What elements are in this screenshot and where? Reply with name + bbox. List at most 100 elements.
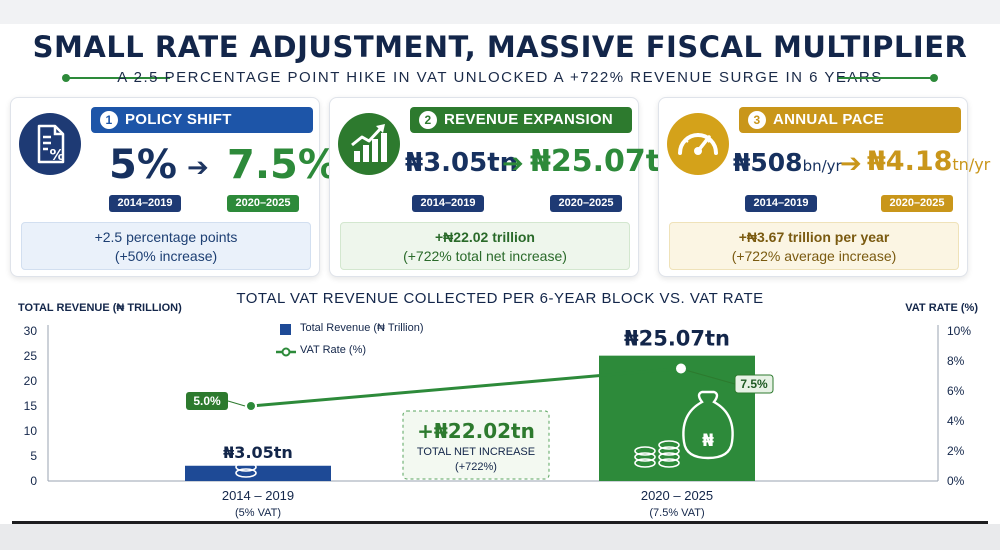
page-subtitle: A 2.5 PERCENTAGE POINT HIKE IN VAT UNLOC…	[117, 69, 883, 86]
right-arrow-icon: ➔	[187, 152, 209, 182]
panel-title: POLICY SHIFT	[125, 111, 232, 128]
left-tick-label: 20	[24, 374, 38, 388]
legend-rate-marker	[281, 347, 291, 357]
right-tick-label: 2%	[947, 444, 965, 458]
x-category-note: (5% VAT)	[235, 507, 281, 519]
legend-revenue-label: Total Revenue (₦ Trillion)	[300, 322, 424, 334]
rate-label: 7.5%	[740, 377, 768, 391]
panel-title: REVENUE EXPANSION	[444, 111, 614, 128]
to-value: ₦4.18tn/yr	[867, 146, 991, 177]
panel-heading: 3 ANNUAL PACE	[739, 107, 961, 133]
left-tick-label: 5	[30, 449, 37, 463]
coin-stack-icon	[634, 452, 656, 462]
vat-rate-point	[245, 400, 257, 412]
from-value: ₦508bn/yr	[733, 148, 842, 177]
to-period-badge: 2020–2025	[881, 195, 953, 212]
right-tick-label: 0%	[947, 474, 965, 488]
panel-heading: 2 REVENUE EXPANSION	[410, 107, 632, 133]
vat-rate-point	[674, 361, 688, 376]
legend-rate-label: VAT Rate (%)	[300, 344, 367, 356]
chart-title: TOTAL VAT REVENUE COLLECTED PER 6-YEAR B…	[236, 290, 764, 307]
to-unit: tn/yr	[952, 155, 991, 174]
svg-text:%: %	[49, 146, 64, 164]
speedometer-icon	[667, 113, 729, 175]
coin-stack-icon	[634, 446, 656, 456]
panel-title: ANNUAL PACE	[773, 111, 885, 128]
net-increase-box	[402, 410, 550, 480]
from-period-badge: 2014–2019	[412, 195, 484, 212]
note-line-1: +2.5 percentage points	[94, 229, 238, 245]
coin-stack-icon	[634, 458, 656, 468]
to-period-badge: 2020–2025	[227, 195, 299, 212]
right-tick-label: 8%	[947, 354, 965, 368]
to-period-badge: 2020–2025	[550, 195, 622, 212]
bottom-rule	[12, 521, 988, 524]
rate-label-box	[186, 392, 228, 410]
x-category-label: 2020 – 2025	[641, 488, 713, 503]
rate-label-leader	[227, 400, 246, 407]
rate-label-leader	[686, 370, 736, 385]
from-period-badge: 2014–2019	[109, 195, 181, 212]
left-tick-label: 30	[24, 324, 38, 338]
note-line-2: (+50% increase)	[114, 248, 218, 264]
net-increase-percent: (+722%)	[455, 461, 497, 473]
note-line-1: +₦22.02 trillion	[435, 229, 535, 245]
coin-stack-icon	[658, 452, 680, 462]
rate-label: 5.0%	[193, 394, 221, 408]
coin-stack-icon	[658, 458, 680, 468]
left-tick-label: 15	[24, 399, 38, 413]
from-value: 5%	[109, 142, 177, 188]
revenue-bar	[185, 465, 331, 481]
panel-note: +2.5 percentage points (+50% increase)	[21, 222, 311, 270]
to-value: 7.5%	[227, 142, 338, 188]
left-tick-label: 10	[24, 424, 38, 438]
subtitle-row: A 2.5 PERCENTAGE POINT HIKE IN VAT UNLOC…	[62, 68, 938, 88]
x-category-note: (7.5% VAT)	[649, 507, 704, 519]
bottom-band	[0, 524, 1000, 550]
to-value: ₦25.07tn	[530, 144, 682, 179]
subtitle-dot-right	[930, 74, 938, 82]
bar-chart-arrow-icon	[338, 113, 400, 175]
right-tick-label: 6%	[947, 384, 965, 398]
panel-revenue-expansion: 2 REVENUE EXPANSION ₦3.05tn ➔ ₦25.07tn 2…	[329, 97, 681, 277]
note-line-2: (+722% total net increase)	[403, 248, 567, 264]
from-value: ₦3.05tn	[405, 148, 519, 178]
left-tick-label: 0	[30, 474, 37, 488]
panel-number: 2	[419, 111, 437, 129]
right-arrow-icon: ➔	[840, 148, 862, 178]
top-band	[0, 0, 1000, 24]
right-tick-label: 10%	[947, 324, 971, 338]
panel-number: 1	[100, 111, 118, 129]
right-arrow-icon: ➔	[502, 148, 524, 178]
subtitle-rule-left	[66, 77, 170, 79]
net-increase-label: TOTAL NET INCREASE	[417, 446, 535, 458]
panel-note: +₦22.02 trillion (+722% total net increa…	[340, 222, 630, 270]
panel-heading: 1 POLICY SHIFT	[91, 107, 313, 133]
coin-stack-icon	[235, 468, 257, 478]
vat-rate-line	[250, 367, 682, 408]
left-tick-label: 25	[24, 349, 38, 363]
bar-value-label: ₦3.05tn	[223, 443, 293, 462]
panel-policy-shift: % 1 POLICY SHIFT 5% ➔ 7.5% 2014–2019 202…	[10, 97, 338, 277]
document-percent-icon: %	[19, 113, 81, 175]
right-tick-label: 4%	[947, 414, 965, 428]
net-increase-value: +₦22.02tn	[417, 419, 535, 443]
right-axis-title: VAT RATE (%)	[905, 302, 978, 314]
panel-note: +₦3.67 trillion per year (+722% average …	[669, 222, 959, 270]
left-axis-title: TOTAL REVENUE (₦ TRILLION)	[18, 302, 182, 314]
from-period-badge: 2014–2019	[745, 195, 817, 212]
naira-sign-icon: ₦	[702, 431, 714, 451]
coin-stack-icon	[658, 440, 680, 450]
note-line-1: +₦3.67 trillion per year	[738, 229, 890, 245]
money-bag-icon	[682, 390, 734, 460]
page-title: SMALL RATE ADJUSTMENT, MASSIVE FISCAL MU…	[32, 30, 968, 64]
bar-value-label: ₦25.07tn	[624, 327, 730, 351]
from-unit: bn/yr	[802, 157, 842, 175]
x-category-label: 2014 – 2019	[222, 488, 294, 503]
subtitle-rule-right	[838, 77, 934, 79]
coin-stack-icon	[658, 446, 680, 456]
coin-stack-icon	[235, 462, 257, 472]
note-line-2: (+722% average increase)	[731, 248, 897, 264]
panel-number: 3	[748, 111, 766, 129]
